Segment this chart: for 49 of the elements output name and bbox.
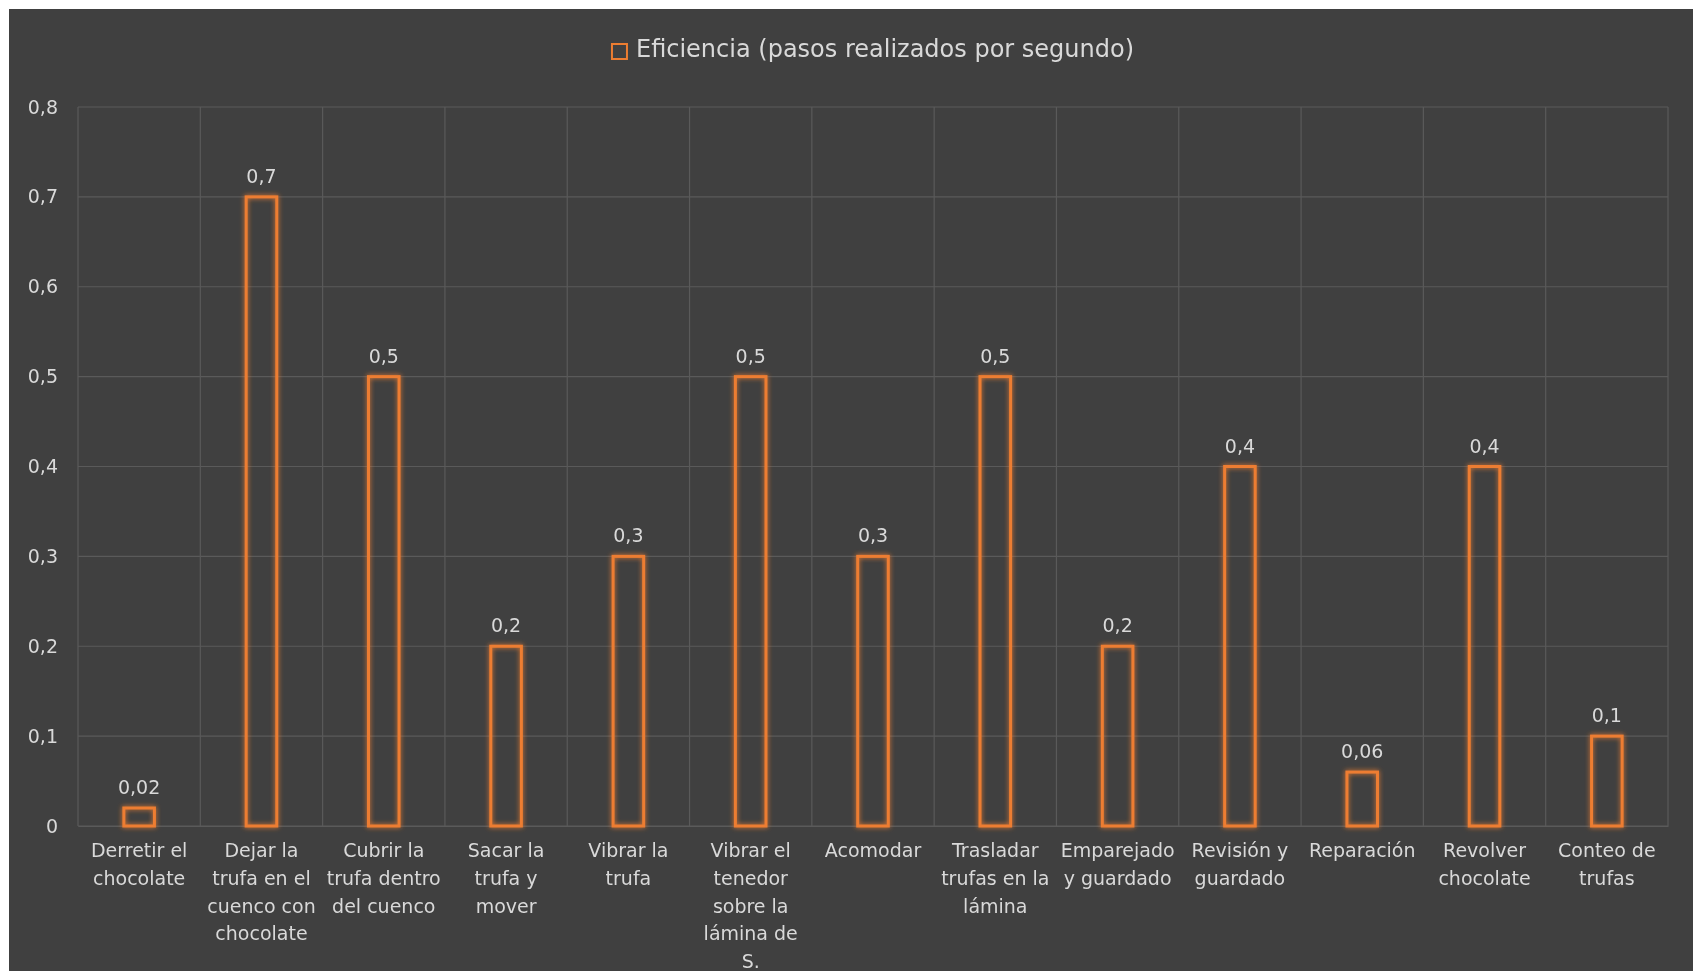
bar [1590, 734, 1624, 828]
data-label: 0,2 [1102, 614, 1133, 637]
x-tick-label: Dejar la trufa en el cuenco con chocolate [207, 839, 316, 945]
bar [1100, 644, 1135, 828]
bar [489, 644, 523, 828]
x-tick-label: Vibrar la trufa [588, 839, 669, 890]
data-label: 0,2 [490, 614, 522, 637]
bar [122, 806, 156, 828]
bar [366, 375, 401, 828]
y-tick-label: 0,5 [27, 365, 58, 388]
bar [978, 375, 1013, 828]
bar [611, 554, 646, 828]
y-tick-label: 0,6 [27, 275, 58, 298]
x-tick-label: Acomodar [824, 839, 922, 862]
y-tick-label: 0,7 [27, 185, 58, 208]
data-label: 0,02 [118, 776, 161, 799]
x-tick-label: Emparejado y guardado [1060, 839, 1175, 890]
y-tick-label: 0,1 [27, 724, 58, 747]
data-label: 0,7 [246, 164, 277, 187]
bar [1223, 465, 1257, 828]
bar [1467, 465, 1502, 828]
x-tick-label: Derretir el chocolate [90, 839, 188, 890]
x-tick-label: Vibrar el tenedor sobre la lámina de S. [703, 839, 798, 971]
data-label: 0,3 [857, 524, 889, 547]
x-tick-label: Conteo de trufas [1558, 839, 1656, 890]
data-label: 0,5 [980, 344, 1011, 367]
y-tick-label: 0,4 [27, 455, 58, 478]
data-label: 0,4 [1469, 434, 1500, 457]
bar [1345, 770, 1380, 828]
y-tick-label: 0,3 [27, 544, 58, 567]
data-label: 0,06 [1341, 740, 1384, 763]
bar [733, 375, 768, 828]
x-tick-label: Sacar la trufa y mover [467, 839, 545, 917]
data-label: 0,3 [613, 524, 644, 547]
data-label: 0,5 [735, 344, 766, 367]
y-tick-label: 0,2 [27, 634, 58, 657]
legend-label: Eficiencia (pasos realizados por segundo) [635, 35, 1135, 63]
x-tick-label: Revisión y guardado [1191, 839, 1289, 890]
x-tick-label: Cubrir la trufa dentro del cuenco [326, 839, 441, 917]
y-tick-label: 0 [45, 814, 58, 837]
x-tick-label: Reparación [1308, 839, 1416, 862]
data-label: 0,4 [1224, 434, 1256, 457]
bar [244, 195, 279, 828]
data-label: 0,5 [368, 344, 399, 367]
x-tick-label: Revolver chocolate [1438, 839, 1531, 890]
x-tick-label: Trasladar trufas en la lámina [941, 839, 1050, 917]
data-label: 0,1 [1591, 704, 1622, 727]
y-tick-label: 0,8 [27, 95, 58, 118]
bar [856, 554, 890, 828]
